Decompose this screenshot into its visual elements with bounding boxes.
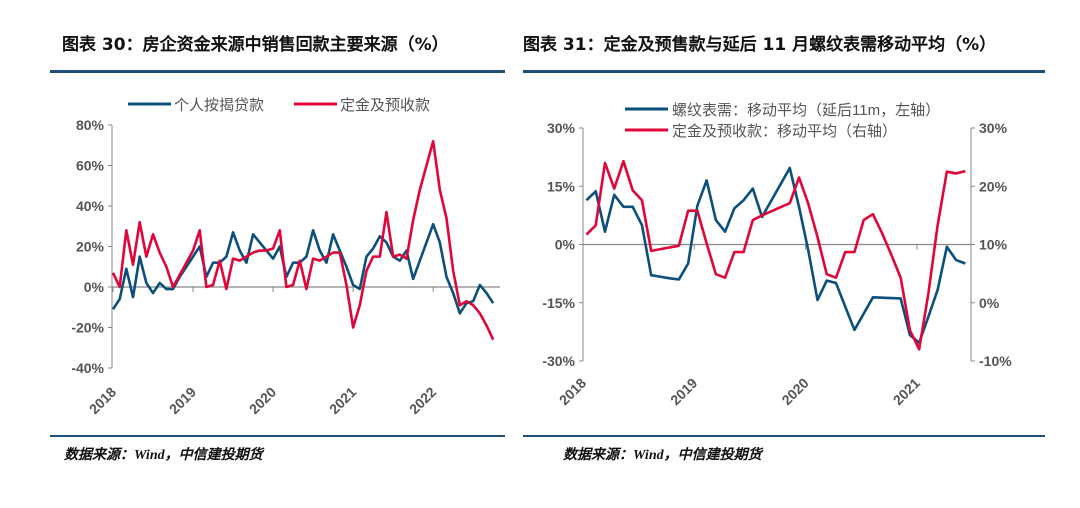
right-top-rule xyxy=(523,70,1045,73)
right-chart-right-y-tick-label: 10% xyxy=(979,237,1008,253)
right-chart-left-y-tick-label: 0% xyxy=(555,237,576,253)
right-chart-series-line-0 xyxy=(585,166,966,345)
left-series-line-1 xyxy=(111,139,495,341)
right-chart-left-y-tick-label: 15% xyxy=(547,178,576,194)
right-chart-x-tick-label: 2021 xyxy=(890,375,923,408)
right-chart-left-y-tick-label: -15% xyxy=(542,295,575,311)
right-chart-right-y-tick-label: 0% xyxy=(979,295,1000,311)
chart-30-title: 图表 30：房企资金来源中销售回款主要来源（%） xyxy=(62,35,449,55)
left-series-line-0 xyxy=(111,222,495,315)
left-y-tick-label: 80% xyxy=(76,117,105,133)
left-x-tick-label: 2019 xyxy=(166,384,199,417)
right-chart-right-y-tick-label: 30% xyxy=(979,120,1008,136)
left-source: 数据来源：Wind，中信建投期货 xyxy=(64,448,263,463)
right-chart-right-y-tick-label: 20% xyxy=(979,178,1008,194)
left-y-tick-label: -20% xyxy=(71,320,104,336)
right-chart-left-y-tick-label: 30% xyxy=(547,120,576,136)
left-y-tick-label: 0% xyxy=(84,279,105,295)
right-bottom-rule xyxy=(523,435,1045,437)
left-top-rule xyxy=(50,70,505,73)
left-legend-label-0: 个人按揭贷款 xyxy=(174,97,264,114)
left-bottom-rule xyxy=(50,435,505,437)
left-x-tick-label: 2020 xyxy=(246,384,279,417)
left-y-tick-label: 40% xyxy=(76,198,105,214)
right-source: 数据来源：Wind，中信建投期货 xyxy=(563,448,762,463)
right-legend-label-0: 螺纹表需：移动平均（延后11m，左轴） xyxy=(672,102,940,119)
chart-31-title: 图表 31：定金及预售款与延后 11 月螺纹表需移动平均（%） xyxy=(523,35,997,55)
left-y-tick-label: -40% xyxy=(71,360,104,376)
right-chart-x-tick-label: 2019 xyxy=(667,375,700,408)
right-chart-left-y-tick-label: -30% xyxy=(542,353,575,369)
left-x-tick-label: 2018 xyxy=(86,384,119,417)
left-y-tick-label: 20% xyxy=(76,239,105,255)
right-chart-right-y-tick-label: -10% xyxy=(979,353,1012,369)
left-legend-label-1: 定金及预收款 xyxy=(340,97,430,114)
right-chart-x-tick-label: 2020 xyxy=(778,375,811,408)
left-x-tick-label: 2021 xyxy=(326,384,359,417)
right-legend-label-1: 定金及预收款：移动平均（右轴） xyxy=(672,123,897,140)
left-x-tick-label: 2022 xyxy=(406,384,439,417)
right-chart-series-line-1 xyxy=(585,159,966,351)
left-y-tick-label: 60% xyxy=(76,158,105,174)
right-chart-x-tick-label: 2018 xyxy=(556,375,589,408)
